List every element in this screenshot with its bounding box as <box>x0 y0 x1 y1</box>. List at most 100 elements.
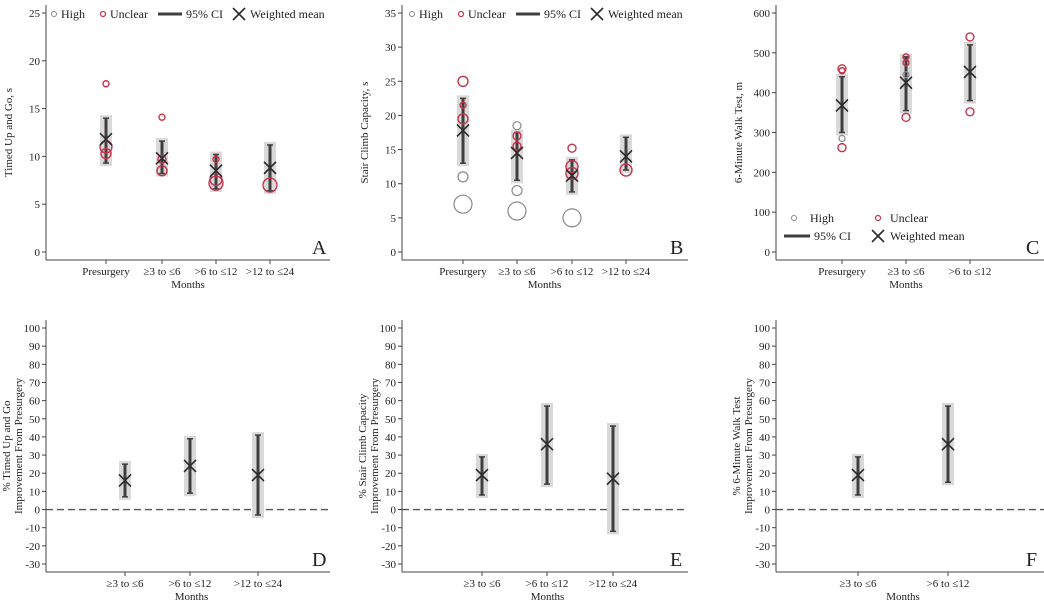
study-point-unclear <box>157 154 167 164</box>
y-tick-label: -30 <box>25 559 40 571</box>
legend-unclear-symbol <box>99 10 107 18</box>
y-tick-label: 5 <box>35 199 41 211</box>
y-tick-label: -10 <box>755 523 770 535</box>
study-point-high <box>838 134 846 143</box>
y-tick-label: 400 <box>754 88 771 100</box>
y-tick-label: 10 <box>759 486 771 498</box>
study-point-unclear <box>156 165 168 177</box>
y-tick-label: 30 <box>385 450 397 462</box>
legend: High Unclear 95% CI Weighted mean <box>51 7 325 21</box>
y-tick-label: 20 <box>29 468 41 480</box>
y-tick-label: 100 <box>380 323 397 335</box>
study-point-unclear <box>262 177 278 193</box>
legend-high-label: High <box>61 7 85 21</box>
x-axis-label: Months <box>886 591 920 603</box>
x-axis-label: Months <box>889 279 923 291</box>
study-point-high <box>511 184 523 197</box>
weighted-mean-marker <box>99 132 113 146</box>
study-point-unclear <box>459 101 467 109</box>
legend-ci-label: 95% CI <box>186 7 223 21</box>
study-point-unclear <box>100 147 112 160</box>
y-tick-label: 30 <box>29 450 41 462</box>
x-tick-label: >6 to ≤12 <box>927 578 970 590</box>
y-tick-label: -10 <box>381 523 396 535</box>
legend-unclear-label: Unclear <box>110 7 148 21</box>
legend-high-symbol <box>791 215 797 221</box>
panel-label: C <box>1026 237 1039 259</box>
weighted-mean-marker <box>540 437 554 451</box>
x-tick-label: >12 to ≤24 <box>589 578 638 590</box>
study-point-unclear <box>837 64 847 74</box>
y-tick-label: 40 <box>385 432 397 444</box>
y-tick-label: 0 <box>765 505 771 517</box>
y-axis-label: % Timed Up and Go <box>1 400 13 492</box>
x-axis-label: Months <box>171 279 205 291</box>
x-tick-label: Presurgery <box>439 266 487 278</box>
y-tick-label: 10 <box>385 179 397 191</box>
y-tick-label: 40 <box>29 432 41 444</box>
weighted-mean-marker <box>851 468 865 482</box>
panel-c: 0 100 200 300 400 500 600 Presurgery ≥3 to ≤6 >6 … <box>733 5 1044 291</box>
y-tick-label: 0 <box>391 247 397 259</box>
y-tick-label: 10 <box>29 151 41 163</box>
x-tick-label: >6 to ≤12 <box>949 266 992 278</box>
y-tick-label: 15 <box>29 104 41 116</box>
study-point-unclear <box>512 141 522 151</box>
study-point-unclear <box>208 175 224 191</box>
legend-mean-symbol <box>590 7 604 21</box>
study-point-unclear <box>837 142 847 153</box>
weighted-mean-marker <box>619 149 633 163</box>
panel-label: A <box>312 237 327 259</box>
y-axis-label: 6-Minute Walk Test, m <box>733 81 745 183</box>
weighted-mean-marker <box>941 437 955 451</box>
legend: High Unclear 95% CI Weighted mean <box>409 7 683 21</box>
y-tick-label: -20 <box>755 541 770 553</box>
y-tick-label: 0 <box>765 247 771 259</box>
panel-b: 0 5 10 15 20 25 30 35 Presurgery ≥3 to ≤6 >6 to ≤1… <box>359 5 688 291</box>
x-tick-label: >6 to ≤12 <box>169 578 212 590</box>
y-tick-label: 60 <box>759 396 771 408</box>
y-tick-label: 70 <box>759 377 771 389</box>
y-tick-label: 500 <box>754 48 771 60</box>
weighted-mean-marker <box>565 168 579 183</box>
y-tick-label: 50 <box>759 414 771 426</box>
y-tick-label: -20 <box>381 541 396 553</box>
y-tick-label: 200 <box>754 167 771 179</box>
x-tick-label: >12 to ≤24 <box>234 578 283 590</box>
y-axis-label: Stair Climb Capacity, s <box>359 82 371 184</box>
y-tick-label: 80 <box>759 359 771 371</box>
y-tick-label: 100 <box>754 323 771 335</box>
x-tick-label: >6 to ≤12 <box>551 266 594 278</box>
panel-label: B <box>670 237 683 259</box>
legend-mean-symbol <box>871 229 885 243</box>
x-tick-label: Presurgery <box>818 266 866 278</box>
y-tick-label: -30 <box>381 559 396 571</box>
y-axis-label: % Stair Climb Capacity <box>357 393 369 498</box>
weighted-mean-marker <box>510 146 524 160</box>
legend-unclear-label: Unclear <box>890 211 928 225</box>
y-tick-label: 5 <box>391 213 397 225</box>
y-tick-label: 90 <box>759 341 771 353</box>
study-point-unclear <box>619 163 633 177</box>
x-tick-label: ≥3 to ≤6 <box>498 266 536 278</box>
weighted-mean-marker <box>263 161 277 175</box>
study-point-high <box>562 208 582 228</box>
y-tick-label: 25 <box>29 8 41 20</box>
study-point-unclear <box>965 107 975 117</box>
y-tick-label: 40 <box>759 432 771 444</box>
weighted-mean-marker <box>118 473 132 488</box>
x-tick-label: >6 to ≤12 <box>195 266 238 278</box>
y-tick-label: 50 <box>29 414 41 426</box>
x-tick-label: ≥3 to ≤6 <box>143 266 181 278</box>
study-point-unclear <box>158 113 166 121</box>
weighted-mean-marker <box>155 151 169 165</box>
study-point-high <box>512 121 522 131</box>
y-tick-label: 20 <box>29 56 41 68</box>
y-axis-label: Improvement From Presurgery <box>743 377 755 514</box>
study-point-unclear <box>565 166 579 181</box>
weighted-mean-marker <box>209 164 223 178</box>
y-tick-label: 30 <box>385 42 397 54</box>
panel-e: -30 -20 -10 0 10 20 30 40 50 60 70 80 90 100 ≥3 to ≤6 >… <box>357 320 688 603</box>
x-axis-label: Months <box>531 591 565 603</box>
